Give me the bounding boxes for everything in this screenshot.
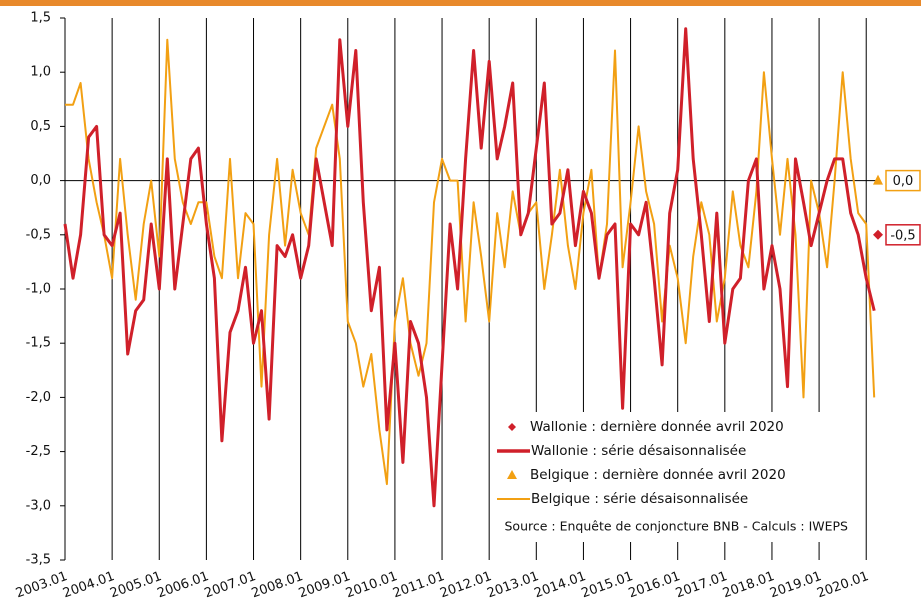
x-tick-label: 2005.01: [108, 569, 164, 601]
last-label-box: [885, 224, 921, 246]
x-tick-label: 2017.01: [674, 569, 730, 601]
x-tick-label: 2014.01: [532, 569, 588, 601]
x-tick-label: 2004.01: [61, 569, 117, 601]
legend-box: [494, 412, 854, 542]
last-point: [873, 229, 883, 240]
series-line: [65, 38, 876, 486]
y-tick-label: 0,5: [30, 119, 51, 134]
y-tick-label: 1,5: [30, 11, 51, 26]
series-line: [63, 27, 876, 508]
legend-label: Belgique : série désaisonnalisée: [531, 491, 748, 507]
y-tick-label: 1,0: [30, 65, 51, 80]
x-tick-label: 2020.01: [815, 569, 871, 601]
header-strip: [0, 0, 921, 6]
y-tick-label: -2,5: [26, 444, 51, 459]
x-tick-label: 2010.01: [344, 569, 400, 601]
x-tick-label: 2018.01: [721, 569, 777, 601]
source-note: Source : Enquête de conjoncture BNB - Ca…: [504, 519, 848, 534]
x-tick-label: 2006.01: [155, 569, 211, 601]
x-tick-label: 2011.01: [391, 569, 447, 601]
x-tick-label: 2007.01: [202, 569, 258, 601]
y-tick-label: 0,0: [30, 173, 51, 188]
last-label: -0,5: [890, 228, 915, 243]
x-tick-label: 2009.01: [297, 569, 353, 601]
y-tick-label: -2,0: [26, 390, 51, 405]
y-tick-label: -3,0: [26, 498, 51, 513]
y-tick-label: -3,5: [26, 553, 51, 568]
x-tick-label: 2016.01: [627, 569, 683, 601]
last-label-box: [885, 169, 921, 192]
y-tick-label: -1,5: [26, 336, 51, 351]
x-tick-label: 2008.01: [250, 569, 306, 601]
x-tick-label: 2003.01: [14, 569, 70, 601]
last-label: 0,0: [893, 174, 914, 189]
legend-swatch: [508, 423, 516, 431]
y-tick-label: -1,0: [26, 282, 51, 297]
y-tick-label: -0,5: [26, 227, 51, 242]
legend-swatch: [507, 470, 517, 479]
legend-label: Belgique : dernière donnée avril 2020: [530, 467, 786, 483]
last-point: [873, 174, 883, 185]
x-tick-label: 2019.01: [768, 569, 824, 601]
x-tick-label: 2012.01: [438, 569, 494, 601]
x-tick-label: 2015.01: [579, 569, 635, 601]
x-tick-label: 2013.01: [485, 569, 541, 601]
legend-label: Wallonie : dernière donnée avril 2020: [530, 419, 784, 435]
legend-label: Wallonie : série désaisonnalisée: [531, 443, 746, 459]
